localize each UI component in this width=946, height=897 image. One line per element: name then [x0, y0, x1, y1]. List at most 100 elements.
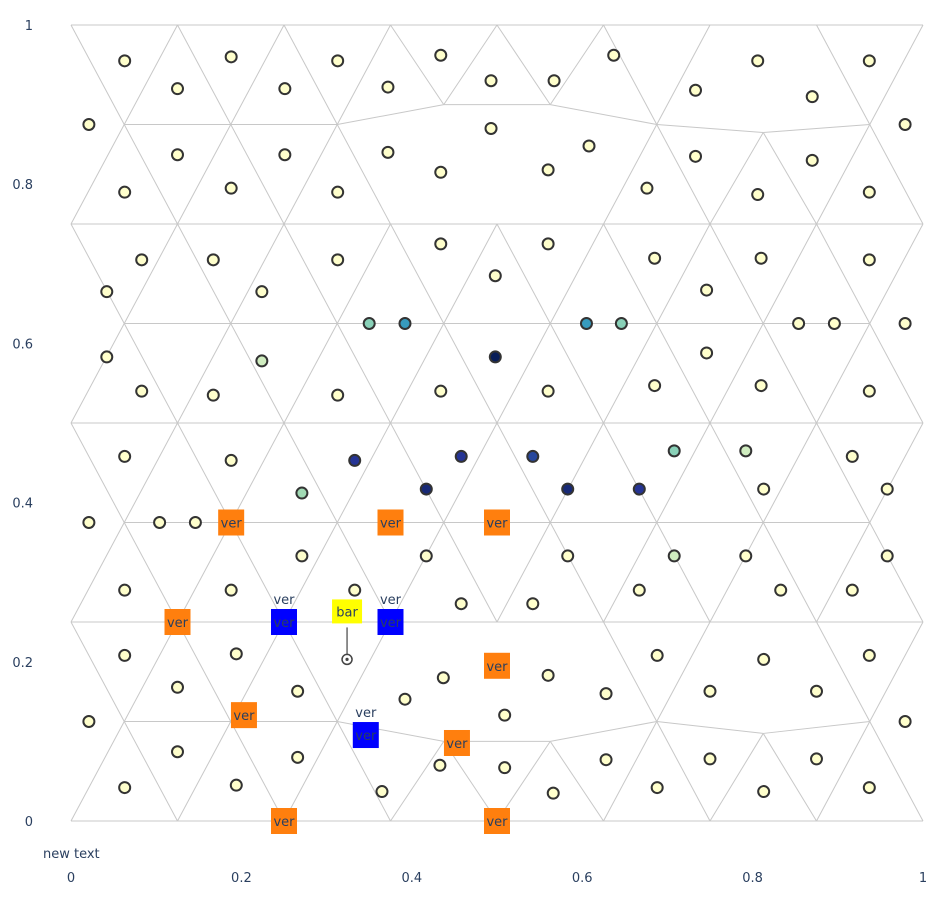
data-point — [82, 516, 96, 529]
data-point — [774, 583, 788, 597]
x-tick-label: 0.2 — [231, 871, 252, 886]
mesh-edge — [336, 422, 391, 523]
mesh-edge — [70, 721, 125, 822]
data-point — [100, 350, 114, 364]
data-point — [484, 74, 498, 88]
mesh-edge — [549, 522, 604, 623]
data-point — [331, 253, 345, 267]
mesh-edge — [230, 522, 285, 623]
axes: 0 0.2 0.4 0.6 0.8 1 0 0.2 0.4 0.6 0.8 1 new text — [12, 19, 927, 886]
mesh-edge — [70, 124, 125, 225]
mesh-edge — [709, 223, 764, 324]
data-point — [433, 758, 447, 772]
mesh-edge — [177, 422, 232, 523]
data-point — [118, 54, 132, 68]
data-point — [862, 54, 876, 68]
mesh-edge — [123, 24, 178, 125]
data-point — [375, 785, 389, 799]
data-point — [419, 482, 433, 496]
data-point — [700, 283, 714, 297]
mesh-edge — [123, 323, 178, 424]
mesh-edge — [496, 422, 551, 523]
mesh-edge — [336, 621, 391, 722]
data-point — [827, 317, 841, 330]
mesh-edge — [762, 223, 817, 324]
data-point — [331, 388, 345, 402]
mesh-edge — [762, 323, 817, 424]
mesh-edge — [869, 621, 924, 722]
mesh-edge — [549, 323, 604, 424]
mesh-edge — [390, 323, 445, 424]
y-tick-label: 0.4 — [12, 497, 33, 512]
data-point — [754, 251, 768, 265]
data-point — [862, 781, 876, 795]
mesh-edge — [336, 323, 391, 424]
mesh-edge — [656, 621, 711, 722]
mesh-edge — [70, 323, 125, 424]
mesh-edge — [709, 422, 764, 523]
mesh-edge — [869, 323, 924, 424]
mesh-edge — [816, 621, 871, 722]
mesh-edge — [496, 522, 551, 623]
mesh-edge — [123, 621, 178, 722]
mesh-edge — [869, 24, 924, 125]
mesh-edge — [177, 621, 232, 722]
orange-vertex-marker — [484, 509, 510, 536]
data-point — [206, 253, 220, 267]
data-point — [295, 486, 309, 500]
mesh-edge — [70, 422, 125, 523]
data-point — [739, 444, 753, 458]
data-point — [805, 90, 819, 104]
mesh-edge — [603, 721, 658, 822]
mesh-edge — [283, 422, 338, 523]
data-point — [862, 253, 876, 267]
blue-vertex-marker-above-label: ver — [380, 593, 402, 608]
mesh-edge — [390, 422, 445, 523]
data-point — [703, 684, 717, 698]
y-tick-label: 0 — [25, 815, 33, 830]
orange-vertex-marker-label: ver — [273, 815, 295, 830]
mesh-edge — [336, 522, 391, 623]
mesh-edge — [709, 323, 764, 424]
data-point — [526, 597, 540, 611]
callout-box — [332, 599, 363, 624]
blue-vertex-marker — [352, 722, 379, 749]
orange-vertex-marker — [484, 808, 510, 834]
mesh-edge — [656, 124, 764, 133]
orange-vertex-marker — [271, 808, 297, 834]
data-point — [561, 549, 575, 563]
orange-vertex-marker — [377, 509, 404, 536]
mesh-edge — [869, 124, 924, 225]
data-point — [667, 549, 681, 563]
mesh-edge — [496, 24, 551, 105]
data-point — [229, 778, 243, 792]
data-point — [331, 185, 345, 199]
data-point — [224, 181, 238, 195]
mesh-edge — [177, 323, 232, 424]
data-point — [206, 388, 220, 402]
data-point — [362, 317, 376, 330]
data-point — [224, 453, 238, 467]
data-point — [484, 121, 498, 135]
mesh-edge — [869, 721, 924, 822]
mesh-edge — [816, 223, 871, 324]
mesh-edge — [550, 721, 657, 742]
data-point — [224, 583, 238, 597]
mesh-edge — [70, 223, 125, 324]
data-point — [541, 668, 555, 682]
mesh-edge — [496, 223, 551, 324]
mesh-edge — [603, 422, 658, 523]
orange-vertex-marker-label: ver — [380, 517, 402, 532]
mesh-edge — [656, 721, 764, 734]
orange-vertex-marker — [164, 609, 191, 635]
data-point — [689, 149, 703, 163]
data-point — [331, 54, 345, 68]
data-point — [898, 118, 912, 131]
data-point — [135, 384, 149, 398]
mesh-edge — [283, 24, 338, 125]
data-point — [488, 269, 502, 283]
data-point — [255, 285, 269, 299]
x-tick-label: 1 — [919, 871, 927, 886]
data-point — [792, 317, 806, 330]
data-point — [880, 482, 894, 496]
